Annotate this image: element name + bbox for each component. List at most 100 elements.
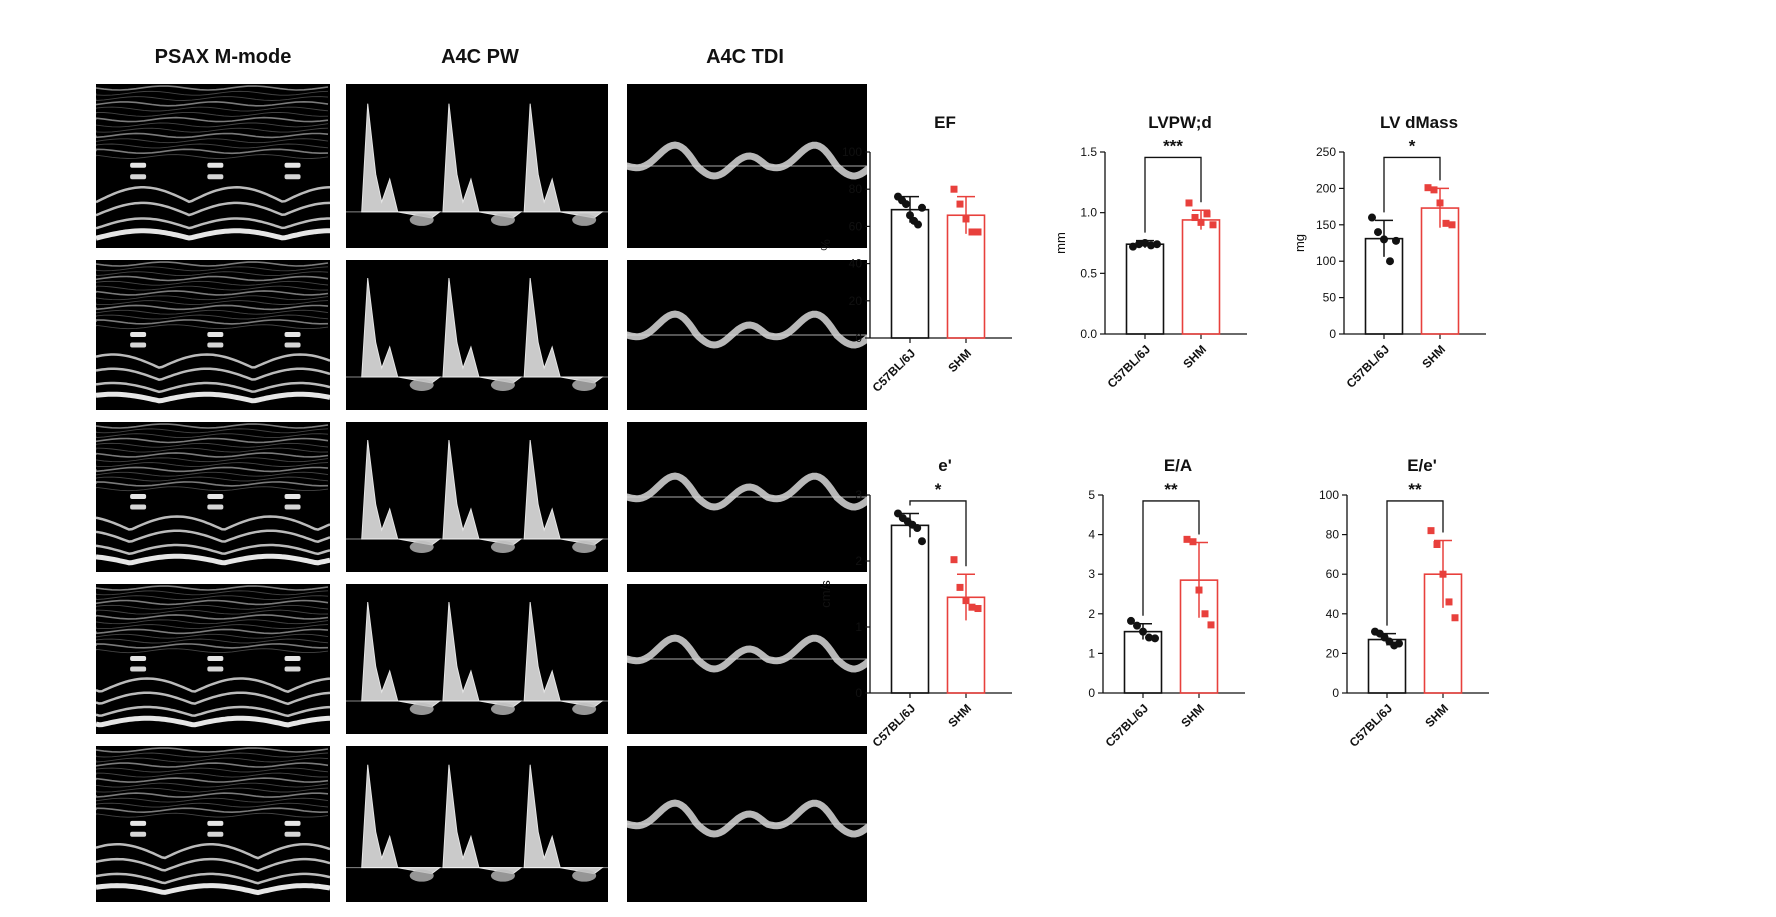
chart-ef-ytick-label: 20 bbox=[849, 294, 863, 308]
chart-e-prime-point-c57bl-6j bbox=[913, 524, 922, 532]
chart-e-prime-significance-bracket bbox=[909, 500, 967, 567]
echo-image-a4c-tdi-4 bbox=[627, 584, 867, 734]
chart-e-prime-ytick-label: 3 bbox=[855, 488, 862, 502]
chart-lvpw-d-point-shm bbox=[1185, 199, 1193, 207]
echo-image-a4c-pw-5 bbox=[346, 746, 608, 902]
chart-e-over-e-prime-ytick-label: 20 bbox=[1326, 646, 1340, 660]
chart-e-over-a-ytick-label: 5 bbox=[1088, 488, 1095, 502]
chart-e-over-a-ytick-label: 3 bbox=[1088, 567, 1095, 581]
chart-e-prime: e' 0 1 2 3 cm/s C57BL/6J SHM * bbox=[818, 456, 1012, 750]
chart-lv-dmass-point-shm bbox=[1442, 219, 1450, 227]
chart-e-over-a-ytick-label: 4 bbox=[1088, 528, 1095, 542]
chart-ef-point-c57bl-6j bbox=[906, 211, 914, 220]
chart-lvpw-d-xtick-label-c57bl-6j: C57BL/6J bbox=[1105, 342, 1154, 391]
chart-e-prime-bar-c57bl-6j bbox=[890, 524, 930, 694]
chart-lvpw-d-point-shm bbox=[1209, 221, 1217, 229]
chart-e-prime-ytick-label: 1 bbox=[855, 620, 862, 634]
echo-image-psax-mmode-3 bbox=[96, 422, 330, 572]
chart-e-over-e-prime-point-shm bbox=[1433, 541, 1441, 548]
chart-e-prime-plot: e' 0 1 2 3 cm/s C57BL/6J SHM * bbox=[818, 456, 1012, 750]
chart-lvpw-d-bar-shm bbox=[1181, 219, 1221, 335]
chart-lv-dmass-title: LV dMass bbox=[1380, 113, 1458, 132]
chart-lvpw-d-point-c57bl-6j bbox=[1141, 239, 1149, 247]
chart-lv-dmass-xtick-label-shm: SHM bbox=[1419, 342, 1448, 371]
chart-e-over-a-point-shm bbox=[1183, 535, 1191, 543]
chart-lv-dmass-ylabel: mg bbox=[1292, 234, 1307, 252]
chart-lv-dmass-point-c57bl-6j bbox=[1386, 257, 1394, 266]
chart-lvpw-d: LVPW;d 0.0 0.5 1.0 1.5 mm C57BL/6J SHM *** bbox=[1053, 113, 1247, 391]
chart-e-over-a-point-shm bbox=[1189, 538, 1197, 546]
chart-e-over-a-ytick-label: 0 bbox=[1088, 686, 1095, 700]
chart-e-over-e-prime-point-shm bbox=[1451, 614, 1459, 622]
echo-image-a4c-tdi-2 bbox=[627, 260, 867, 410]
chart-e-over-a-point-c57bl-6j bbox=[1127, 616, 1135, 625]
chart-ef-point-shm bbox=[950, 185, 958, 193]
chart-e-prime-xtick-label-c57bl-6j: C57BL/6J bbox=[870, 701, 919, 750]
chart-e-prime-xtick-label-shm: SHM bbox=[945, 701, 974, 730]
chart-lvpw-d-point-c57bl-6j bbox=[1153, 240, 1161, 249]
echo-image-psax-mmode-2 bbox=[96, 260, 330, 410]
echo-image-psax-mmode-4 bbox=[96, 584, 330, 734]
chart-e-over-e-prime-plot: E/e' 0 20 40 60 80 100 C57BL/6J SHM ** bbox=[1319, 456, 1489, 750]
chart-ef-ytick-label: 0 bbox=[855, 331, 862, 345]
echo-image-a4c-pw-2 bbox=[346, 260, 608, 410]
chart-lv-dmass-point-shm bbox=[1436, 199, 1444, 207]
chart-lvpw-d-ytick-label: 1.5 bbox=[1080, 145, 1097, 159]
chart-e-prime-point-shm bbox=[968, 603, 976, 611]
header-a4c-pw: A4C PW bbox=[441, 46, 519, 68]
chart-lv-dmass-point-c57bl-6j bbox=[1374, 228, 1382, 237]
chart-lv-dmass-xtick-label-c57bl-6j: C57BL/6J bbox=[1344, 342, 1393, 391]
chart-ef-point-shm bbox=[956, 200, 964, 208]
header-a4c-tdi: A4C TDI bbox=[706, 46, 784, 68]
chart-ef-ytick-label: 40 bbox=[849, 257, 863, 271]
chart-ef-point-c57bl-6j bbox=[902, 200, 910, 209]
chart-ef-xtick-label-shm: SHM bbox=[945, 346, 974, 375]
echo-image-a4c-tdi-1 bbox=[627, 84, 867, 248]
chart-lv-dmass-point-shm bbox=[1430, 186, 1438, 194]
echo-image-a4c-pw-1 bbox=[346, 84, 608, 248]
chart-lvpw-d-point-shm bbox=[1197, 218, 1205, 226]
chart-ef-point-shm bbox=[962, 215, 970, 223]
chart-e-over-e-prime-ytick-label: 80 bbox=[1326, 528, 1340, 542]
chart-ef-title: EF bbox=[934, 113, 956, 132]
chart-e-over-e-prime-ytick-label: 0 bbox=[1332, 686, 1339, 700]
chart-e-over-e-prime-significance-label: ** bbox=[1408, 480, 1422, 499]
chart-lv-dmass-point-c57bl-6j bbox=[1368, 213, 1376, 222]
chart-lv-dmass-ytick-label: 50 bbox=[1323, 291, 1337, 305]
chart-lv-dmass-ytick-label: 100 bbox=[1316, 254, 1336, 268]
chart-lv-dmass-point-c57bl-6j bbox=[1392, 236, 1400, 245]
chart-e-over-a-xtick-label-c57bl-6j: C57BL/6J bbox=[1103, 701, 1152, 750]
chart-ef-point-c57bl-6j bbox=[918, 203, 926, 212]
chart-lv-dmass-point-c57bl-6j bbox=[1380, 235, 1388, 244]
chart-e-over-a-significance-label: ** bbox=[1164, 480, 1178, 499]
chart-lv-dmass-significance-label: * bbox=[1409, 136, 1416, 155]
echo-image-psax-mmode-1 bbox=[96, 84, 330, 248]
chart-e-over-a-point-c57bl-6j bbox=[1151, 634, 1159, 643]
chart-e-prime-ytick-label: 2 bbox=[855, 554, 862, 568]
chart-lvpw-d-title: LVPW;d bbox=[1148, 113, 1212, 132]
chart-lvpw-d-bar-c57bl-6j bbox=[1125, 243, 1165, 335]
chart-e-over-a-point-shm bbox=[1201, 610, 1209, 618]
chart-ef-ytick-label: 60 bbox=[849, 219, 863, 233]
chart-lv-dmass-plot: LV dMass 0 50 100 150 200 250 mg C57BL/6J SHM * bbox=[1292, 113, 1486, 391]
chart-lv-dmass-ytick-label: 200 bbox=[1316, 181, 1336, 195]
chart-e-over-e-prime-title: E/e' bbox=[1407, 456, 1437, 475]
chart-lvpw-d-ytick-label: 0.5 bbox=[1080, 266, 1097, 280]
chart-e-over-a-point-c57bl-6j bbox=[1139, 627, 1147, 636]
chart-e-over-e-prime-ytick-label: 100 bbox=[1319, 488, 1339, 502]
chart-ef-bar-c57bl-6j bbox=[890, 208, 930, 339]
echo-image-psax-mmode-5 bbox=[96, 746, 330, 902]
echo-image-a4c-tdi-3 bbox=[627, 422, 867, 572]
chart-lv-dmass-ytick-label: 250 bbox=[1316, 145, 1336, 159]
chart-e-over-e-prime-significance-bracket bbox=[1386, 500, 1444, 626]
chart-e-over-e-prime-xtick-label-shm: SHM bbox=[1422, 701, 1451, 730]
chart-ef-ylabel: % bbox=[818, 239, 833, 251]
chart-e-prime-title: e' bbox=[938, 456, 952, 475]
chart-ef-xtick-label-c57bl-6j: C57BL/6J bbox=[870, 346, 919, 395]
chart-e-prime-ylabel: cm/s bbox=[818, 580, 833, 608]
chart-e-over-e-prime: E/e' 0 20 40 60 80 100 C57BL/6J SHM ** bbox=[1319, 456, 1489, 750]
chart-lvpw-d-xtick-label-shm: SHM bbox=[1180, 342, 1209, 371]
chart-lv-dmass-ytick-label: 0 bbox=[1329, 327, 1336, 341]
chart-e-over-a-xtick-label-shm: SHM bbox=[1178, 701, 1207, 730]
chart-lvpw-d-point-c57bl-6j bbox=[1129, 242, 1137, 251]
